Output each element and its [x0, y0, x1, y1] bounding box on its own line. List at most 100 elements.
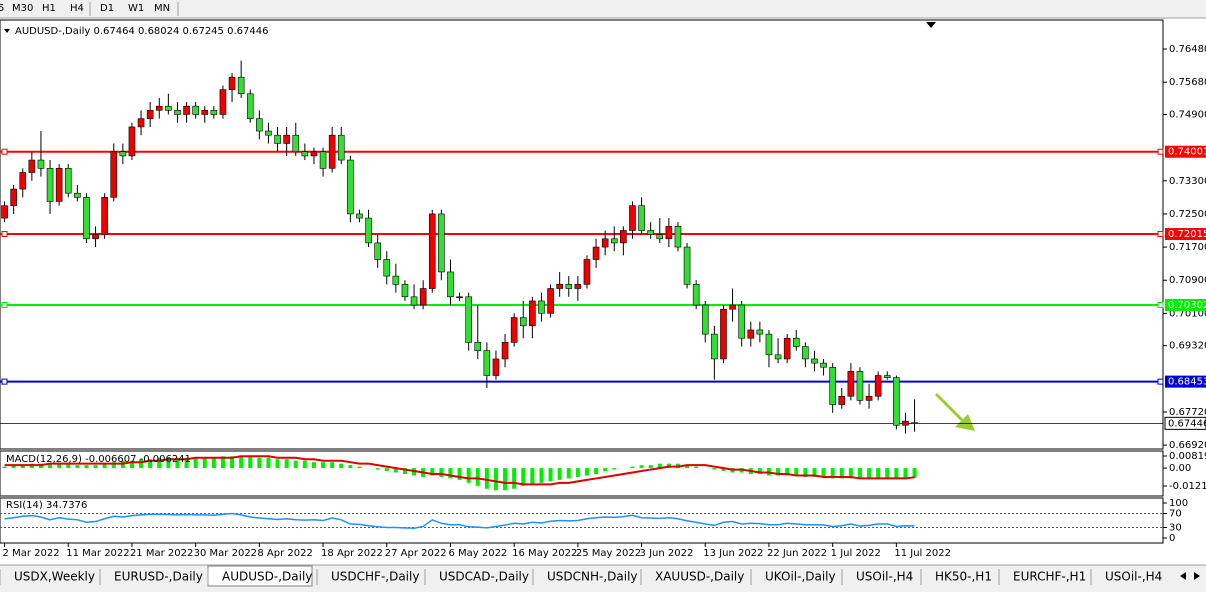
candle-body	[847, 371, 855, 397]
timeframe-button[interactable]: 5	[0, 3, 4, 14]
macd-bar	[712, 468, 717, 470]
macd-bar	[239, 456, 244, 469]
candle-body	[711, 333, 718, 360]
candle-body	[701, 304, 709, 335]
candle-body	[347, 159, 354, 215]
macd-bar	[66, 463, 71, 469]
candle-body	[829, 366, 836, 405]
tab[interactable]: UKOil-,Daily	[765, 570, 836, 584]
tab[interactable]: AUDUSD-,Daily	[222, 570, 312, 584]
level-handle	[1157, 231, 1164, 238]
macd-bar	[776, 468, 781, 476]
tab-scroll-right[interactable]	[1194, 572, 1200, 580]
candle-body	[456, 296, 463, 299]
candle-body	[301, 151, 309, 157]
tab[interactable]: USDCAD-,Daily	[439, 570, 529, 584]
level-handle	[1157, 378, 1164, 385]
tab[interactable]: EURCHF-,H1	[1013, 570, 1086, 584]
tab[interactable]: USDX,Weekly	[14, 570, 95, 584]
macd-bar	[330, 462, 335, 469]
candle-body	[547, 288, 554, 314]
candle-body	[556, 284, 563, 289]
level-handle	[1, 302, 8, 309]
timeframe-button[interactable]: H4	[70, 3, 84, 14]
macd-bar	[402, 468, 407, 475]
shift-marker	[926, 22, 936, 28]
candle-body	[19, 172, 27, 190]
macd-bar	[157, 457, 162, 469]
tab[interactable]: EURUSD-,Daily	[114, 570, 203, 584]
tab[interactable]: HK50-,H1	[935, 570, 992, 584]
macd-bar	[812, 468, 817, 477]
rsi-title: RSI(14) 34.7376	[6, 500, 87, 511]
macd-bar	[521, 468, 526, 486]
candle-body	[601, 238, 609, 248]
candle-body	[137, 118, 145, 128]
candle-body	[410, 296, 418, 306]
x-tick-label: 16 May 2022	[512, 548, 577, 559]
candle-body	[629, 205, 636, 231]
candle-body	[428, 213, 436, 289]
candle-body	[146, 110, 154, 119]
tab[interactable]: USDCHF-,Daily	[331, 570, 419, 584]
y-tick-label: -0.01212	[1169, 481, 1206, 492]
level-handle	[1, 148, 8, 155]
tab-scroll-left[interactable]	[1180, 572, 1186, 580]
candle-body	[592, 246, 600, 260]
macd-bar	[175, 457, 180, 469]
candle-body	[747, 329, 755, 339]
candle-body	[374, 242, 381, 260]
candle-body	[583, 259, 591, 285]
candle-body	[192, 105, 199, 115]
tab[interactable]: USOil-,H4	[856, 570, 913, 584]
y-tick-label: 0	[1169, 533, 1175, 544]
tab[interactable]: XAUUSD-,Daily	[655, 570, 744, 584]
macd-bar	[348, 465, 353, 469]
candle-body	[174, 110, 181, 115]
candle-body	[283, 134, 290, 144]
candle-body	[447, 271, 454, 298]
x-tick-label: 30 Mar 2022	[194, 548, 257, 559]
level-label: 0.70302	[1168, 300, 1206, 311]
macd-bar	[912, 468, 917, 478]
y-tick-label: 0.00819	[1169, 451, 1206, 462]
candle-body	[310, 151, 318, 157]
macd-bar	[648, 465, 653, 469]
candle-body	[183, 105, 190, 115]
level-label-bg	[1165, 375, 1206, 388]
candle-body	[401, 284, 409, 298]
macd-bar	[129, 460, 134, 469]
candle-body	[683, 246, 691, 285]
tab[interactable]: USDCNH-,Daily	[547, 570, 638, 584]
macd-bar	[894, 468, 899, 479]
candle-body	[856, 371, 864, 401]
timeframe-button[interactable]: H1	[42, 3, 56, 14]
macd-bar	[166, 457, 171, 469]
level-label: 0.72015	[1168, 229, 1206, 240]
candle-body	[692, 284, 700, 306]
candle-body	[46, 168, 54, 202]
level-handle	[1157, 148, 1164, 155]
macd-bar	[548, 468, 553, 482]
tab[interactable]: USOil-,H4	[1105, 570, 1162, 584]
candle-body	[392, 275, 400, 285]
timeframe-button[interactable]: D1	[100, 3, 114, 14]
candle-body	[874, 375, 882, 397]
candle-body	[883, 375, 891, 378]
candle-body	[510, 317, 518, 343]
chart-title: AUDUSD-,Daily 0.67464 0.68024 0.67245 0.…	[15, 26, 268, 37]
timeframe-button[interactable]: MN	[154, 3, 170, 14]
candle-body	[292, 134, 300, 153]
level-label: 0.74001	[1168, 147, 1206, 158]
candle-body	[55, 168, 63, 202]
timeframe-button[interactable]: W1	[128, 3, 144, 14]
toolbar	[0, 0, 1206, 18]
macd-bar	[512, 468, 517, 489]
timeframe-button[interactable]: M30	[12, 3, 33, 14]
candle-body	[792, 337, 800, 347]
